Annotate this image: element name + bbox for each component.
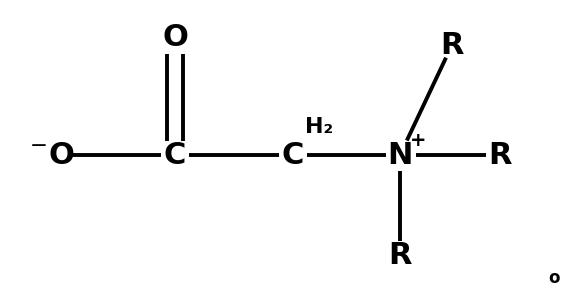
Text: o: o — [548, 269, 560, 287]
Text: H₂: H₂ — [305, 117, 333, 137]
Text: C: C — [164, 140, 186, 170]
Text: C: C — [282, 140, 304, 170]
Text: R: R — [488, 140, 512, 170]
Text: $^{-}$O: $^{-}$O — [29, 140, 75, 170]
Text: N: N — [387, 140, 413, 170]
Text: R: R — [440, 30, 464, 60]
Text: O: O — [162, 24, 188, 53]
Text: R: R — [388, 240, 412, 270]
Text: +: + — [410, 132, 426, 150]
